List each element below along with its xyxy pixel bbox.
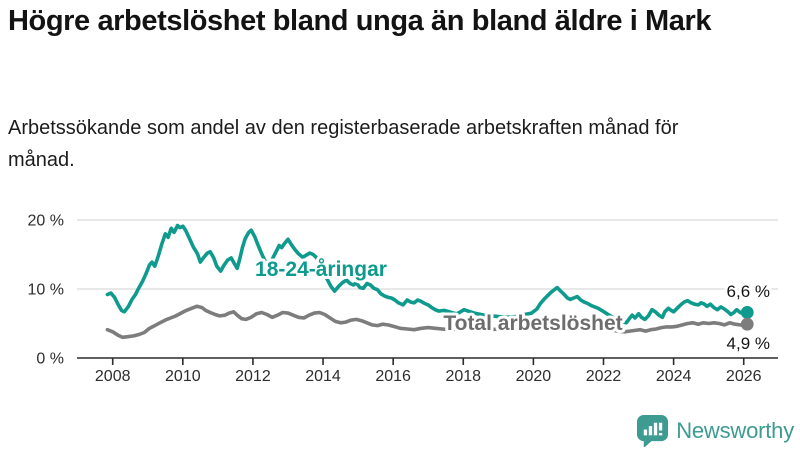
end-point-markers [740, 306, 754, 331]
svg-text:2010: 2010 [165, 368, 201, 385]
svg-text:2008: 2008 [95, 368, 131, 385]
svg-text:2014: 2014 [305, 368, 341, 385]
svg-text:2016: 2016 [375, 368, 411, 385]
page-title: Högre arbetslöshet bland unga än bland ä… [8, 5, 712, 37]
svg-text:10 %: 10 % [28, 282, 64, 299]
data-lines [105, 223, 750, 340]
unemployment-line-chart: 20 % 10 % 0 % 2008 2010 2012 2014 2016 2018 2020… [28, 213, 778, 385]
svg-text:2026: 2026 [726, 368, 762, 385]
svg-text:0 %: 0 % [36, 351, 64, 368]
svg-text:2022: 2022 [586, 368, 622, 385]
newsworthy-logo-text: Newsworthy [676, 417, 794, 443]
svg-text:2012: 2012 [235, 368, 271, 385]
newsworthy-logo-icon [637, 414, 669, 447]
end-value-label-youth: 6,6 % [727, 282, 770, 301]
x-axis-labels: 2008 2010 2012 2014 2016 2018 2020 2022 2024 2026 [95, 368, 762, 385]
newsworthy-logo[interactable]: Newsworthy [636, 414, 794, 447]
page-subtitle: Arbetssökande som andel av den registerb… [8, 117, 679, 171]
x-axis [77, 357, 778, 365]
svg-text:20 %: 20 % [28, 213, 64, 230]
y-axis-labels: 20 % 10 % 0 % [28, 213, 64, 368]
svg-text:2020: 2020 [516, 368, 552, 385]
end-value-label-total: 4,9 % [727, 334, 770, 353]
series-label-total: Total arbetslöshet [443, 312, 622, 335]
gridlines [77, 219, 778, 290]
svg-text:2024: 2024 [656, 368, 692, 385]
svg-text:2018: 2018 [445, 368, 481, 385]
series-label-youth: 18-24-åringar [255, 258, 387, 281]
